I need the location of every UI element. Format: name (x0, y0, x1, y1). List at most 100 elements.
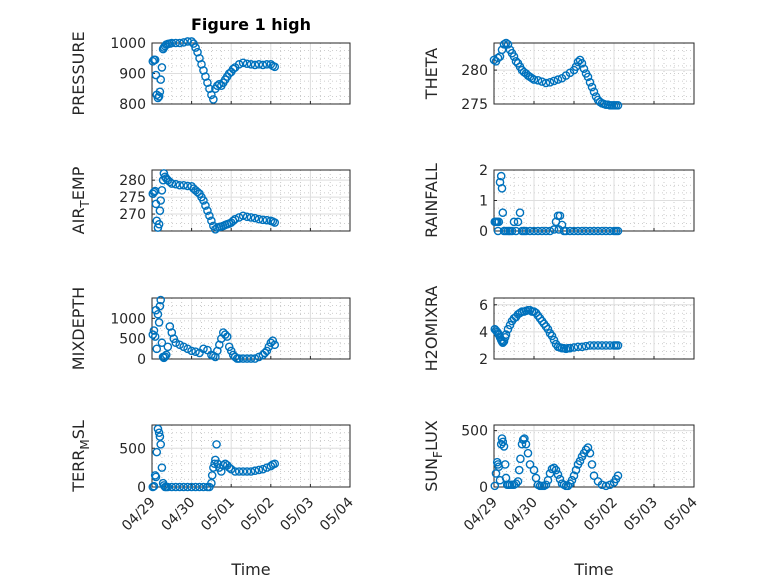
x-tick-label: 04/30 (159, 495, 199, 535)
y-axis-label-theta: THETA (422, 48, 441, 100)
data-point (149, 326, 159, 335)
data-point (169, 334, 179, 343)
data-point (569, 343, 579, 352)
data-point (199, 482, 208, 492)
data-point (260, 348, 270, 358)
data-point (161, 350, 171, 360)
data-point (222, 332, 232, 341)
axes-frame (493, 42, 695, 105)
data-point (569, 471, 579, 481)
y-tick-label: 275 (461, 97, 488, 113)
data-point (150, 332, 160, 341)
x-tick-label: 05/04 (317, 494, 357, 534)
data-point (605, 341, 615, 350)
axes-frame (493, 297, 695, 360)
data-point (230, 467, 240, 476)
data-point (553, 470, 563, 479)
data-point (230, 352, 240, 362)
data-point (187, 346, 196, 356)
data-point (543, 324, 553, 334)
data-point (587, 82, 597, 92)
data-point (573, 226, 583, 236)
data-point (187, 482, 196, 492)
data-point (212, 440, 221, 449)
y-tick-label: 500 (119, 441, 146, 457)
data-point (513, 477, 523, 486)
y-axis-label-sun_flux: SUNFLUX (422, 420, 445, 492)
data-point (567, 475, 577, 485)
data-point (501, 330, 511, 339)
data-point (152, 344, 162, 354)
data-point (157, 186, 167, 195)
data-point (187, 37, 196, 46)
data-point (151, 70, 161, 80)
data-point (541, 78, 551, 88)
data-point (529, 75, 539, 84)
panel-rainfall: 0 1 2 RAINFALL (422, 163, 695, 240)
data-point (497, 434, 507, 443)
panel-sun_flux: 0 500 SUNFLUX 04/29 04/30 05/01 05/02 05/03 05/0… (422, 420, 701, 534)
data-point (242, 467, 252, 476)
data-point (577, 226, 587, 236)
y-tick-label: 1000 (110, 36, 146, 52)
data-point (160, 352, 170, 361)
data-point (520, 434, 529, 443)
data-point (149, 187, 159, 197)
data-point (153, 309, 163, 319)
data-point (490, 481, 500, 491)
data-point (581, 226, 591, 236)
data-point (589, 87, 599, 97)
data-point (545, 78, 555, 87)
data-point (498, 437, 508, 447)
y-tick-label: 4 (479, 325, 488, 341)
data-point (242, 212, 252, 222)
data-point (199, 344, 208, 354)
data-point (199, 196, 208, 205)
data-point (505, 320, 515, 330)
data-point (549, 463, 559, 473)
data-point (258, 464, 268, 474)
data-point (601, 481, 611, 491)
data-point (577, 59, 587, 68)
data-point (254, 465, 264, 475)
data-point (597, 341, 607, 350)
data-point (515, 208, 525, 217)
data-point (503, 40, 513, 49)
x-tick-label: 05/01 (198, 495, 238, 535)
y-tick-label: 1 (479, 194, 488, 210)
y-tick-label: 1000 (110, 311, 146, 327)
data-point (509, 217, 519, 227)
data-point (156, 440, 166, 449)
data-point (167, 179, 177, 188)
data-point (613, 341, 623, 350)
x-tick-label: 05/01 (541, 495, 581, 535)
data-point (521, 226, 531, 236)
data-point (156, 295, 166, 305)
data-point (246, 467, 256, 476)
data-point (163, 342, 173, 352)
data-point (215, 79, 224, 89)
data-point (238, 58, 248, 68)
data-point (179, 482, 188, 492)
data-point (565, 343, 575, 353)
data-point (577, 342, 587, 352)
data-point (613, 101, 623, 110)
data-point (157, 63, 167, 72)
data-point (537, 226, 547, 236)
data-point (226, 346, 236, 356)
data-point (541, 480, 551, 490)
data-point (587, 460, 597, 469)
data-point (230, 214, 240, 224)
data-point (593, 341, 603, 350)
data-point (601, 226, 611, 236)
data-point (573, 342, 583, 352)
data-point (589, 471, 599, 481)
data-point (183, 482, 192, 492)
data-point (589, 341, 599, 350)
data-point (254, 60, 264, 69)
data-point (583, 443, 593, 452)
data-point (601, 341, 611, 350)
data-point (191, 482, 200, 492)
y-tick-label: 280 (461, 63, 488, 79)
